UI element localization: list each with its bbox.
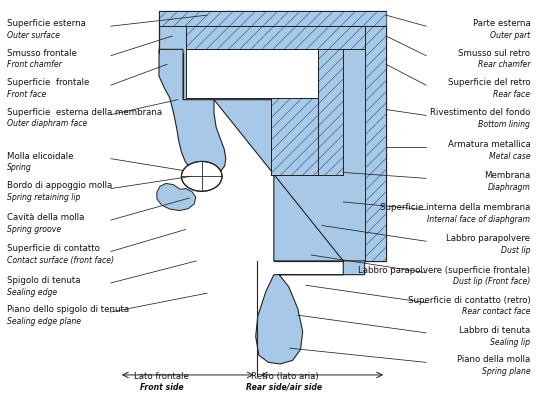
Text: Rear face: Rear face xyxy=(494,90,530,99)
Text: Outer surface: Outer surface xyxy=(7,31,60,40)
Text: Sealing edge plane: Sealing edge plane xyxy=(7,317,81,326)
Text: Spring plane: Spring plane xyxy=(482,367,530,376)
Text: Dust lip (Front face): Dust lip (Front face) xyxy=(453,278,530,286)
Text: Sealing edge: Sealing edge xyxy=(7,287,57,297)
Polygon shape xyxy=(214,100,365,364)
Text: Rear contact face: Rear contact face xyxy=(462,307,530,316)
Text: Diaphragm: Diaphragm xyxy=(488,183,530,192)
Text: Rear side/air side: Rear side/air side xyxy=(246,383,323,392)
Polygon shape xyxy=(159,11,386,26)
Text: Labbro di tenuta: Labbro di tenuta xyxy=(459,326,530,335)
Text: Superficie di contatto (retro): Superficie di contatto (retro) xyxy=(408,295,530,305)
Text: Molla elicoidale: Molla elicoidale xyxy=(7,152,73,161)
Text: Superficie interna della membrana: Superficie interna della membrana xyxy=(380,203,530,212)
Text: Superficie  frontale: Superficie frontale xyxy=(7,78,89,87)
Polygon shape xyxy=(159,50,226,176)
Text: Outer part: Outer part xyxy=(490,31,530,40)
Text: Front face: Front face xyxy=(7,90,46,99)
Polygon shape xyxy=(186,50,318,175)
Text: Cavità della molla: Cavità della molla xyxy=(7,213,84,222)
Polygon shape xyxy=(271,98,318,175)
Text: Labbro parapolvere (superficie frontale): Labbro parapolvere (superficie frontale) xyxy=(358,266,530,275)
Text: Rivestimento del fondo: Rivestimento del fondo xyxy=(430,109,530,117)
Text: Outer diaphram face: Outer diaphram face xyxy=(7,119,87,128)
Polygon shape xyxy=(159,11,386,261)
Polygon shape xyxy=(157,183,196,211)
Circle shape xyxy=(182,162,222,191)
Text: Lato frontale: Lato frontale xyxy=(134,372,189,381)
Text: Superficie di contatto: Superficie di contatto xyxy=(7,244,99,253)
Text: Piano della molla: Piano della molla xyxy=(457,355,530,364)
Text: Internal face of diaphgram: Internal face of diaphgram xyxy=(427,215,530,223)
Text: Superficie esterna: Superficie esterna xyxy=(7,19,85,28)
Text: Superficie  esterna della membrana: Superficie esterna della membrana xyxy=(7,108,162,116)
Text: Contact surface (front face): Contact surface (front face) xyxy=(7,256,114,265)
Text: Bordo di appoggio molla: Bordo di appoggio molla xyxy=(7,181,112,190)
Text: Smusso frontale: Smusso frontale xyxy=(7,49,77,57)
Text: Piano dello spigolo di tenuta: Piano dello spigolo di tenuta xyxy=(7,305,129,314)
Text: Smusso sul retro: Smusso sul retro xyxy=(458,49,530,57)
Text: Bottom lining: Bottom lining xyxy=(478,120,530,129)
Text: Armatura metallica: Armatura metallica xyxy=(447,140,530,149)
Text: Spring retaining lip: Spring retaining lip xyxy=(7,193,80,202)
Polygon shape xyxy=(186,26,365,50)
Text: Spring groove: Spring groove xyxy=(7,225,61,234)
Text: Spring: Spring xyxy=(7,164,32,172)
Text: Front side: Front side xyxy=(140,383,184,392)
Text: Parte esterna: Parte esterna xyxy=(473,19,530,28)
Text: Rear chamfer: Rear chamfer xyxy=(478,60,530,69)
Text: Labbro parapolvere: Labbro parapolvere xyxy=(446,234,530,243)
Text: Dust lip: Dust lip xyxy=(501,246,530,255)
Text: Spigolo di tenuta: Spigolo di tenuta xyxy=(7,276,80,285)
Text: Front chamfer: Front chamfer xyxy=(7,60,61,69)
Polygon shape xyxy=(365,26,386,261)
Text: Retro (lato aria): Retro (lato aria) xyxy=(251,372,318,381)
Text: Superficie del retro: Superficie del retro xyxy=(448,78,530,87)
Text: Membrana: Membrana xyxy=(484,171,530,180)
Text: Sealing lip: Sealing lip xyxy=(490,338,530,346)
Text: Metal case: Metal case xyxy=(489,152,530,161)
Polygon shape xyxy=(318,50,343,175)
